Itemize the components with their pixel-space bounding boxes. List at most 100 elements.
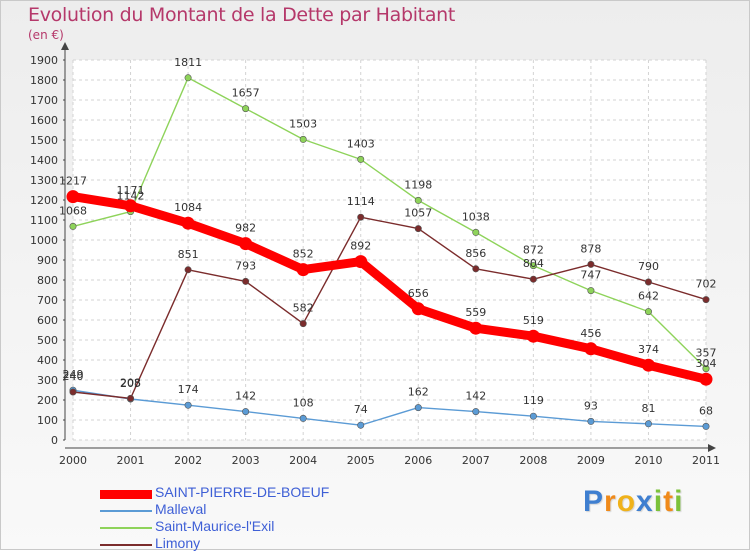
data-point-limony xyxy=(529,275,537,283)
data-label-saint-pierre-de-boeuf: 982 xyxy=(235,222,256,235)
x-tick-label: 2011 xyxy=(692,454,720,467)
data-point-saint-maurice-l-exil xyxy=(587,287,595,295)
data-point-saint-maurice-l-exil xyxy=(529,262,537,270)
data-label-saint-maurice-l-exil: 642 xyxy=(638,290,659,303)
chart-title: Evolution du Montant de la Dette par Hab… xyxy=(28,4,456,26)
data-label-saint-maurice-l-exil: 1657 xyxy=(232,87,260,100)
legend-label: Malleval xyxy=(155,501,207,517)
data-label-limony: 856 xyxy=(465,247,486,260)
data-label-saint-pierre-de-boeuf: 852 xyxy=(293,248,314,261)
series-line-saint-pierre-de-boeuf xyxy=(68,192,711,384)
chart-unit-subtitle: (en €) xyxy=(28,28,64,42)
data-label-saint-maurice-l-exil: 357 xyxy=(696,347,717,360)
x-tick-label: 2001 xyxy=(117,454,145,467)
logo-letter: i xyxy=(674,485,684,518)
legend-swatch xyxy=(100,527,152,529)
data-label-saint-maurice-l-exil: 1811 xyxy=(174,56,202,69)
data-point-saint-pierre-de-boeuf xyxy=(411,302,425,316)
y-axis-arrow xyxy=(61,42,69,50)
x-tick-label: 2000 xyxy=(59,454,87,467)
data-label-malleval: 108 xyxy=(293,396,314,409)
data-label-malleval: 162 xyxy=(408,386,429,399)
data-point-saint-pierre-de-boeuf xyxy=(526,329,540,343)
y-tick-label: 500 xyxy=(37,334,58,347)
data-label-saint-pierre-de-boeuf: 304 xyxy=(696,357,717,370)
data-label-malleval: 249 xyxy=(63,368,84,381)
logo-letter: t xyxy=(663,485,675,518)
data-point-saint-pierre-de-boeuf xyxy=(641,358,655,372)
data-label-saint-pierre-de-boeuf: 374 xyxy=(638,343,659,356)
data-label-saint-pierre-de-boeuf: 1171 xyxy=(117,184,145,197)
data-point-malleval xyxy=(529,412,537,420)
data-point-saint-pierre-de-boeuf xyxy=(354,255,368,269)
data-label-malleval: 205 xyxy=(120,377,141,390)
legend-swatch xyxy=(100,489,152,499)
data-label-limony: 804 xyxy=(523,257,544,270)
data-point-limony xyxy=(184,266,192,274)
data-label-saint-maurice-l-exil: 1038 xyxy=(462,210,490,223)
data-point-saint-pierre-de-boeuf xyxy=(296,263,310,277)
data-label-limony: 851 xyxy=(178,248,199,261)
data-point-limony xyxy=(127,394,135,402)
data-point-saint-maurice-l-exil xyxy=(414,196,422,204)
data-label-saint-maurice-l-exil: 747 xyxy=(580,269,601,282)
y-tick-label: 1900 xyxy=(30,54,58,67)
data-point-limony xyxy=(357,213,365,221)
legend-label: Saint-Maurice-l'Exil xyxy=(155,518,275,534)
data-label-limony: 702 xyxy=(696,278,717,291)
x-tick-label: 2006 xyxy=(404,454,432,467)
data-point-saint-maurice-l-exil xyxy=(357,155,365,163)
data-point-malleval xyxy=(299,414,307,422)
x-tick-label: 2003 xyxy=(232,454,260,467)
logo-letter: r xyxy=(604,485,617,518)
data-point-saint-pierre-de-boeuf xyxy=(66,190,80,204)
data-point-saint-maurice-l-exil xyxy=(242,105,250,113)
legend-label: SAINT-PIERRE-DE-BOEUF xyxy=(155,484,330,500)
data-label-saint-pierre-de-boeuf: 892 xyxy=(350,240,371,253)
data-label-saint-pierre-de-boeuf: 1084 xyxy=(174,201,202,214)
x-tick-label: 2009 xyxy=(577,454,605,467)
x-tick-label: 2010 xyxy=(634,454,662,467)
series-line-malleval xyxy=(72,389,707,428)
data-label-malleval: 119 xyxy=(523,394,544,407)
logo-letter: o xyxy=(616,485,637,518)
data-label-saint-pierre-de-boeuf: 559 xyxy=(465,306,486,319)
y-tick-label: 1700 xyxy=(30,94,58,107)
data-point-limony xyxy=(242,277,250,285)
y-tick-label: 800 xyxy=(37,274,58,287)
logo-letter: x xyxy=(636,485,654,518)
y-tick-label: 1500 xyxy=(30,134,58,147)
legend-label: Limony xyxy=(155,535,201,551)
data-label-limony: 582 xyxy=(293,302,314,315)
data-point-saint-pierre-de-boeuf xyxy=(181,216,195,230)
plot-area xyxy=(73,60,706,440)
x-tick-label: 2005 xyxy=(347,454,375,467)
x-axis-arrow xyxy=(708,444,716,452)
data-label-limony: 878 xyxy=(580,242,601,255)
data-label-limony: 1057 xyxy=(404,207,432,220)
data-point-malleval xyxy=(414,404,422,412)
data-point-limony xyxy=(69,388,77,396)
data-label-malleval: 142 xyxy=(235,390,256,403)
data-label-saint-maurice-l-exil: 872 xyxy=(523,244,544,257)
data-point-saint-maurice-l-exil xyxy=(299,135,307,143)
y-tick-label: 1200 xyxy=(30,194,58,207)
legend-swatch xyxy=(100,544,152,546)
data-label-saint-pierre-de-boeuf: 656 xyxy=(408,287,429,300)
x-tick-label: 2007 xyxy=(462,454,490,467)
data-label-limony: 793 xyxy=(235,259,256,272)
data-point-limony xyxy=(587,260,595,268)
series-line-saint-maurice-l-exil xyxy=(72,77,707,370)
y-tick-label: 600 xyxy=(37,314,58,327)
data-label-limony: 790 xyxy=(638,260,659,273)
data-point-limony xyxy=(702,296,710,304)
data-point-malleval xyxy=(184,401,192,409)
data-point-saint-pierre-de-boeuf xyxy=(239,237,253,251)
data-point-limony xyxy=(644,278,652,286)
data-label-malleval: 93 xyxy=(584,399,598,412)
logo-letter: i xyxy=(653,485,664,518)
data-label-saint-pierre-de-boeuf: 456 xyxy=(580,327,601,340)
data-label-malleval: 68 xyxy=(699,404,713,417)
data-label-saint-maurice-l-exil: 1503 xyxy=(289,117,317,130)
data-point-malleval xyxy=(587,417,595,425)
